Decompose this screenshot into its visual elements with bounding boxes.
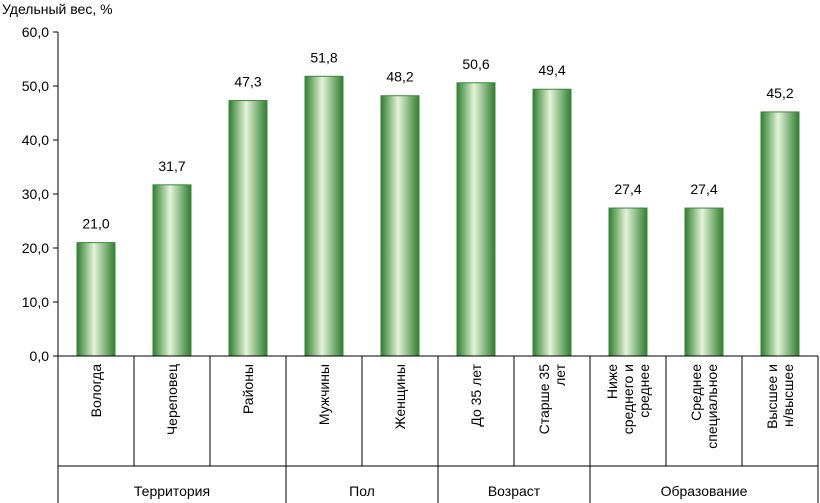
data-label: 50,6 (462, 56, 489, 72)
x-tick-label: Мужчины (316, 364, 332, 425)
bar (760, 111, 800, 357)
bar (532, 88, 572, 357)
x-tick-label: До 35 лет (468, 363, 484, 426)
x-tick-label: среднее (636, 364, 652, 418)
x-tick-label: Районы (240, 364, 256, 414)
data-label: 21,0 (82, 216, 109, 232)
bar (152, 184, 192, 357)
y-axis-label: Удельный вес, % (2, 1, 113, 17)
x-tick-label: Ниже (604, 364, 620, 399)
bar (76, 242, 116, 357)
data-label: 51,8 (310, 49, 337, 65)
y-tick-label: 60,0 (22, 24, 49, 40)
x-tick-label: Старше 35 (536, 364, 552, 435)
y-tick-label: 0,0 (30, 348, 50, 364)
bar (228, 100, 268, 357)
data-label: 27,4 (690, 181, 717, 197)
x-tick-label: Череповец (164, 364, 180, 435)
x-tick-label: лет (552, 363, 568, 385)
bar (304, 75, 344, 357)
data-label: 27,4 (614, 181, 641, 197)
group-label: Образование (661, 483, 748, 499)
y-tick-label: 20,0 (22, 240, 49, 256)
bars: 21,0 31,7 47,3 51,8 48,2 50,6 49,4 27,4 27,4 45,2 (76, 49, 800, 357)
group-label: Возраст (488, 483, 541, 499)
x-tick-label: Среднее (688, 364, 704, 421)
x-tick-label: среднего и (620, 364, 636, 434)
data-label: 31,7 (158, 158, 185, 174)
x-tick-label: Высшее и (764, 364, 780, 429)
data-label: 48,2 (386, 69, 413, 85)
group-label: Пол (349, 483, 375, 499)
data-label: 45,2 (766, 85, 793, 101)
y-tick-label: 30,0 (22, 186, 49, 202)
bar (608, 207, 648, 357)
group-label: Территория (134, 483, 210, 499)
y-tick-label: 40,0 (22, 132, 49, 148)
x-tick-label: специальное (704, 364, 720, 449)
y-axis: 0,0 10,0 20,0 30,0 40,0 50,0 60,0 (22, 24, 59, 364)
bar (684, 207, 724, 357)
data-label: 49,4 (538, 62, 565, 78)
x-axis: Вологда Череповец Районы Мужчины Женщины До 3… (57, 355, 819, 503)
x-tick-label: н/высшее (780, 364, 796, 427)
x-tick-label: Вологда (88, 364, 104, 418)
y-tick-label: 50,0 (22, 78, 49, 94)
x-tick-label: Женщины (392, 364, 408, 429)
bar (456, 82, 496, 357)
bar (380, 95, 420, 357)
y-tick-label: 10,0 (22, 294, 49, 310)
data-label: 47,3 (234, 74, 261, 90)
